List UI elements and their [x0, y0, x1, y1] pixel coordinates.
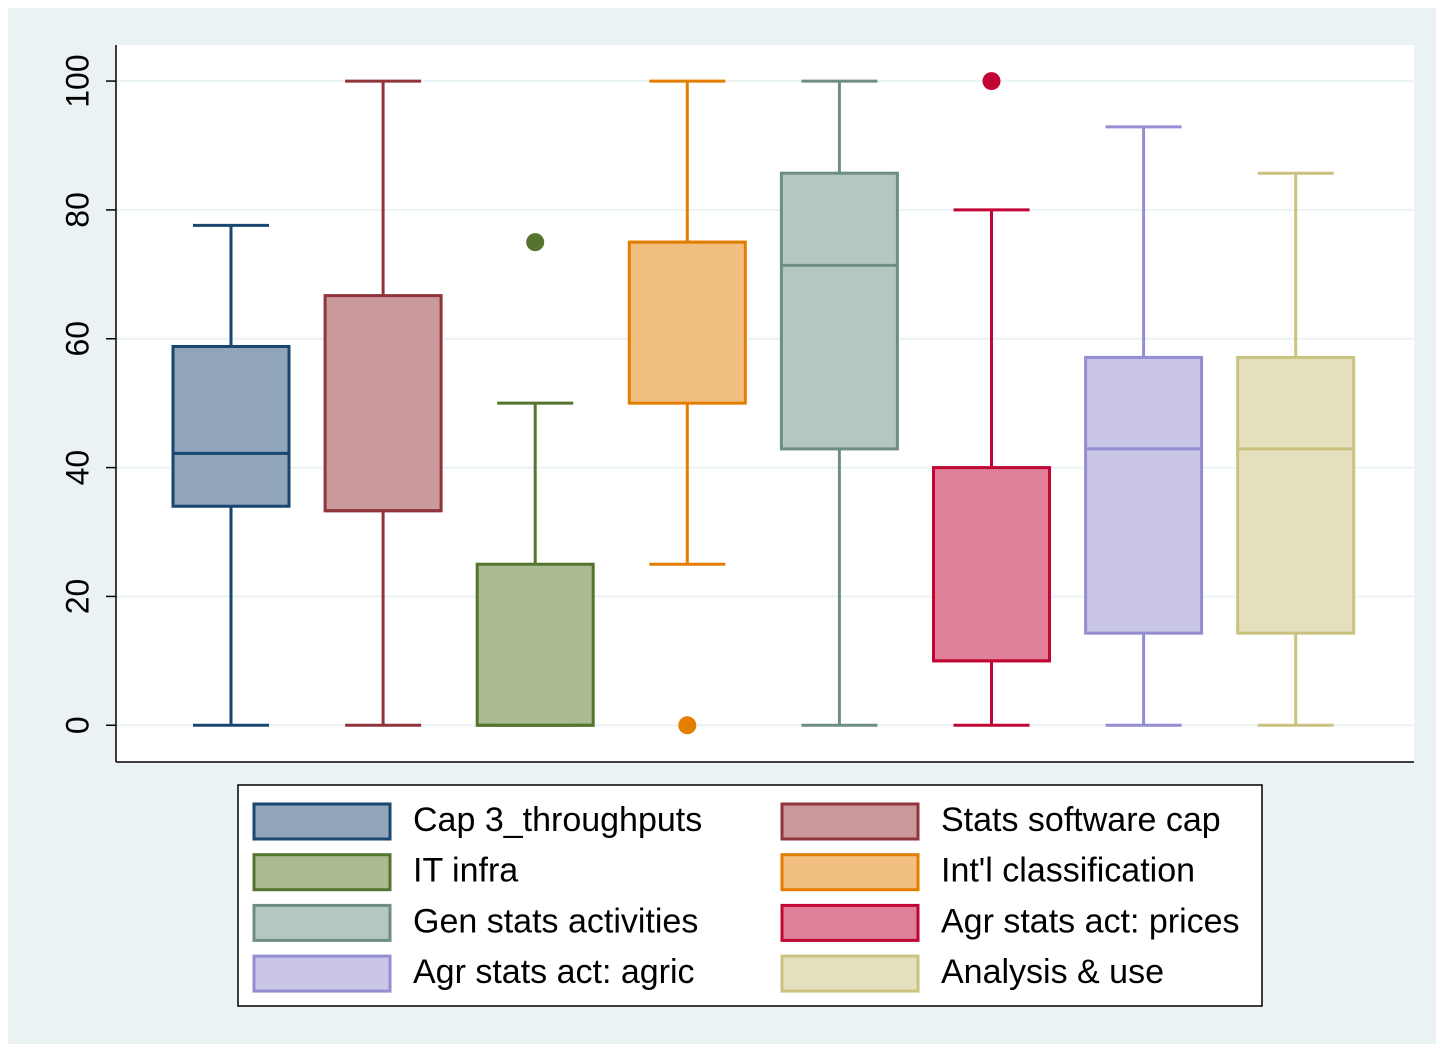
- box: [171, 344, 291, 508]
- box: [323, 294, 443, 513]
- y-tick-label: 100: [59, 54, 95, 107]
- legend-label: Agr stats act: prices: [941, 902, 1240, 940]
- legend-swatch: [780, 954, 920, 993]
- y-tick-label: 80: [59, 192, 95, 228]
- box: [475, 562, 595, 727]
- box: [1236, 355, 1356, 635]
- legend-label: Agr stats act: agric: [413, 953, 695, 991]
- y-tick-label: 0: [59, 716, 95, 734]
- legend-label: Gen stats activities: [413, 902, 698, 940]
- outlier: [678, 716, 697, 735]
- plot-area: [116, 45, 1414, 762]
- legend-label: Stats software cap: [941, 801, 1221, 839]
- legend-label: IT infra: [413, 852, 518, 890]
- legend-label: Cap 3_throughputs: [413, 801, 702, 839]
- y-tick-label: 60: [59, 321, 95, 357]
- legend-swatch: [252, 802, 392, 841]
- y-tick-label: 20: [59, 579, 95, 615]
- legend-swatch: [252, 853, 392, 892]
- box: [627, 240, 747, 405]
- y-tick-label: 40: [59, 450, 95, 486]
- box: [779, 171, 899, 451]
- outlier: [526, 233, 545, 252]
- box: [1084, 355, 1204, 635]
- legend-swatch: [252, 954, 392, 993]
- legend-swatch: [252, 903, 392, 942]
- box: [932, 466, 1051, 663]
- legend-swatch: [780, 903, 920, 942]
- legend-label: Int'l classification: [941, 852, 1195, 890]
- legend-swatch: [780, 853, 920, 892]
- legend: [237, 784, 1263, 1007]
- legend-swatch: [780, 802, 920, 841]
- outlier: [982, 72, 1001, 91]
- legend-label: Analysis & use: [941, 953, 1164, 991]
